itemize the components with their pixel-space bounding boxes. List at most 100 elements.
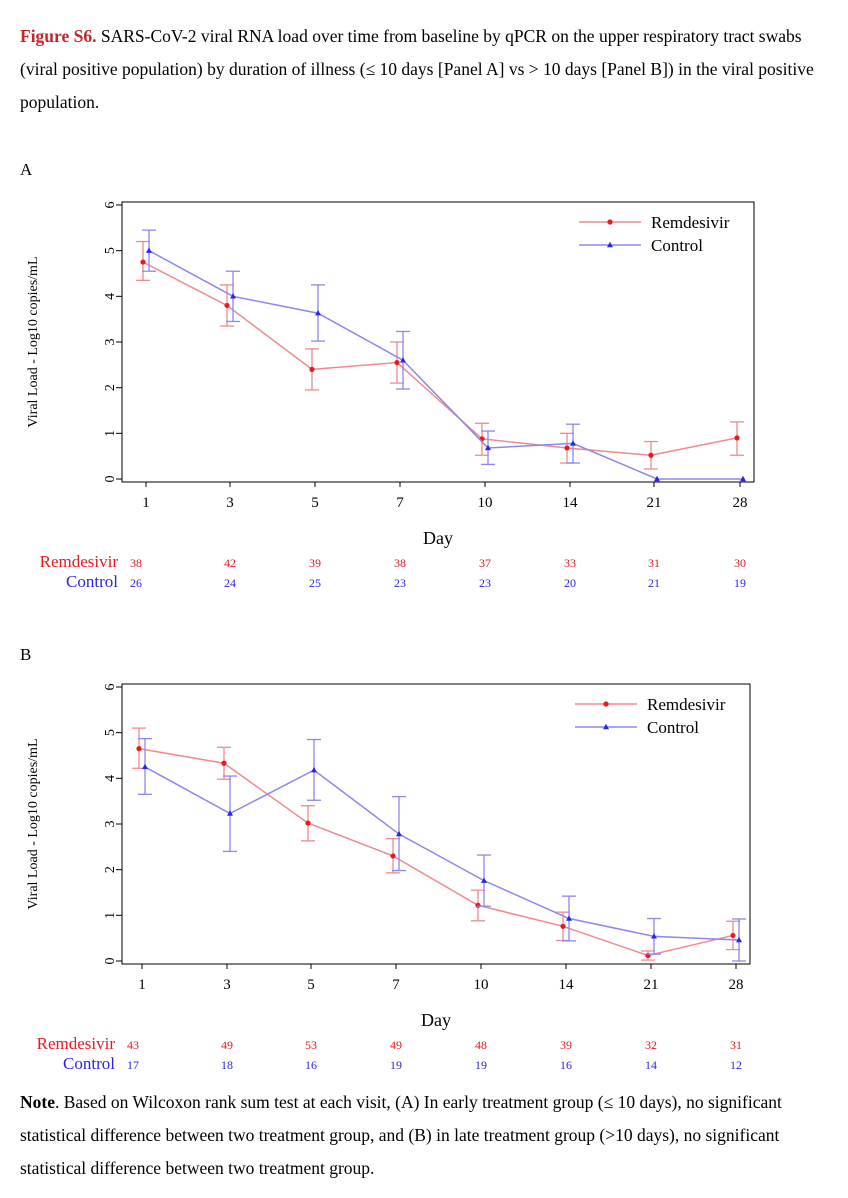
n-at-risk-label-remdesivir: Remdesivir bbox=[37, 1034, 116, 1053]
figure-note: Note. Based on Wilcoxon rank sum test at… bbox=[20, 1086, 820, 1185]
n-at-risk-label-control: Control bbox=[66, 572, 118, 591]
n-at-risk-remdesivir: 42 bbox=[224, 556, 236, 570]
n-at-risk-remdesivir: 39 bbox=[309, 556, 321, 570]
n-at-risk-remdesivir: 30 bbox=[734, 556, 746, 570]
data-point-control bbox=[311, 766, 317, 773]
data-point-control bbox=[485, 444, 491, 451]
y-tick-label: 0 bbox=[103, 476, 118, 483]
data-point-control bbox=[142, 763, 148, 770]
n-at-risk-control: 19 bbox=[475, 1058, 487, 1072]
y-tick-label: 2 bbox=[103, 866, 118, 873]
y-tick-label: 0 bbox=[103, 958, 118, 965]
note-label: Note bbox=[20, 1092, 55, 1112]
legend-marker bbox=[607, 219, 613, 225]
x-tick-label: 28 bbox=[729, 977, 744, 993]
n-at-risk-control: 25 bbox=[309, 576, 321, 590]
data-point-remdesivir bbox=[730, 932, 736, 939]
legend-label: Control bbox=[651, 236, 703, 255]
series-line-remdesivir bbox=[142, 261, 738, 457]
data-point-remdesivir bbox=[648, 452, 654, 458]
data-point-remdesivir bbox=[560, 923, 566, 929]
data-point-remdesivir bbox=[390, 853, 396, 859]
n-at-risk-control: 23 bbox=[479, 576, 491, 590]
data-point-remdesivir bbox=[140, 259, 146, 265]
n-at-risk-control: 19 bbox=[734, 576, 746, 590]
caption-text: SARS-CoV-2 viral RNA load over time from… bbox=[20, 26, 814, 112]
x-tick-label: 21 bbox=[647, 495, 662, 511]
n-at-risk-remdesivir: 38 bbox=[394, 556, 406, 570]
x-tick-label: 3 bbox=[223, 977, 231, 993]
data-point-control bbox=[396, 830, 402, 837]
data-point-control bbox=[146, 247, 152, 253]
x-axis-label: Day bbox=[423, 528, 453, 548]
n-at-risk-control: 24 bbox=[224, 576, 236, 590]
y-tick-label: 1 bbox=[103, 912, 118, 919]
data-point-control bbox=[566, 915, 572, 921]
data-point-control bbox=[651, 933, 657, 939]
panel-label-b: B bbox=[20, 645, 32, 664]
y-axis-label: Viral Load - Log10 copies/mL bbox=[26, 738, 41, 909]
legend-marker bbox=[603, 701, 609, 707]
y-tick-label: 5 bbox=[103, 729, 118, 736]
n-at-risk-control: 21 bbox=[648, 576, 660, 590]
x-tick-label: 14 bbox=[563, 495, 579, 511]
n-at-risk-remdesivir: 33 bbox=[564, 556, 576, 570]
note-text: . Based on Wilcoxon rank sum test at eac… bbox=[20, 1092, 782, 1178]
figure-caption: Figure S6. SARS-CoV-2 viral RNA load ove… bbox=[20, 20, 820, 119]
x-tick-label: 28 bbox=[733, 495, 748, 511]
data-point-control bbox=[400, 357, 406, 363]
x-tick-label: 1 bbox=[138, 977, 146, 993]
x-tick-label: 14 bbox=[559, 977, 575, 993]
legend-marker bbox=[603, 723, 609, 730]
data-point-control bbox=[315, 310, 321, 316]
data-point-control bbox=[736, 936, 742, 943]
legend-label: Control bbox=[647, 718, 699, 737]
data-point-control bbox=[740, 475, 746, 482]
x-tick-label: 10 bbox=[474, 977, 489, 993]
data-point-remdesivir bbox=[136, 746, 142, 752]
y-tick-label: 3 bbox=[103, 821, 118, 828]
x-tick-label: 5 bbox=[307, 977, 315, 993]
y-tick-label: 3 bbox=[103, 339, 118, 346]
y-tick-label: 5 bbox=[103, 247, 118, 254]
y-axis-label: Viral Load - Log10 copies/mL bbox=[26, 256, 41, 427]
panel-label-a: A bbox=[20, 160, 33, 179]
series-line-control bbox=[144, 766, 740, 941]
y-tick-label: 6 bbox=[103, 684, 118, 691]
legend-label: Remdesivir bbox=[647, 695, 726, 714]
n-at-risk-control: 26 bbox=[130, 576, 142, 590]
data-point-remdesivir bbox=[394, 359, 400, 366]
x-tick-label: 21 bbox=[644, 977, 659, 993]
y-tick-label: 1 bbox=[103, 430, 118, 437]
x-tick-label: 10 bbox=[478, 495, 493, 511]
data-point-remdesivir bbox=[475, 902, 481, 908]
n-at-risk-control: 23 bbox=[394, 576, 406, 590]
n-at-risk-control: 14 bbox=[645, 1058, 657, 1072]
x-tick-label: 1 bbox=[142, 495, 150, 511]
data-point-remdesivir bbox=[305, 820, 311, 826]
n-at-risk-remdesivir: 53 bbox=[305, 1038, 317, 1052]
n-at-risk-control: 19 bbox=[390, 1058, 402, 1072]
data-point-remdesivir bbox=[734, 435, 740, 441]
n-at-risk-remdesivir: 39 bbox=[560, 1038, 572, 1052]
n-at-risk-control: 18 bbox=[221, 1058, 233, 1072]
legend-marker bbox=[607, 241, 613, 248]
x-tick-label: 7 bbox=[392, 977, 400, 993]
data-point-remdesivir bbox=[221, 760, 227, 766]
data-point-control bbox=[481, 877, 487, 883]
x-tick-label: 7 bbox=[396, 495, 404, 511]
data-point-control bbox=[570, 440, 576, 446]
data-point-control bbox=[654, 475, 660, 482]
series-line-remdesivir bbox=[138, 747, 734, 957]
n-at-risk-remdesivir: 37 bbox=[479, 556, 491, 570]
n-at-risk-label-control: Control bbox=[63, 1054, 115, 1073]
y-tick-label: 2 bbox=[103, 384, 118, 391]
n-at-risk-control: 20 bbox=[564, 576, 576, 590]
n-at-risk-label-remdesivir: Remdesivir bbox=[40, 552, 119, 571]
n-at-risk-remdesivir: 43 bbox=[127, 1038, 139, 1052]
n-at-risk-remdesivir: 32 bbox=[645, 1038, 657, 1052]
figure-label: Figure S6. bbox=[20, 26, 97, 46]
n-at-risk-remdesivir: 31 bbox=[730, 1038, 742, 1052]
x-tick-label: 3 bbox=[226, 495, 234, 511]
